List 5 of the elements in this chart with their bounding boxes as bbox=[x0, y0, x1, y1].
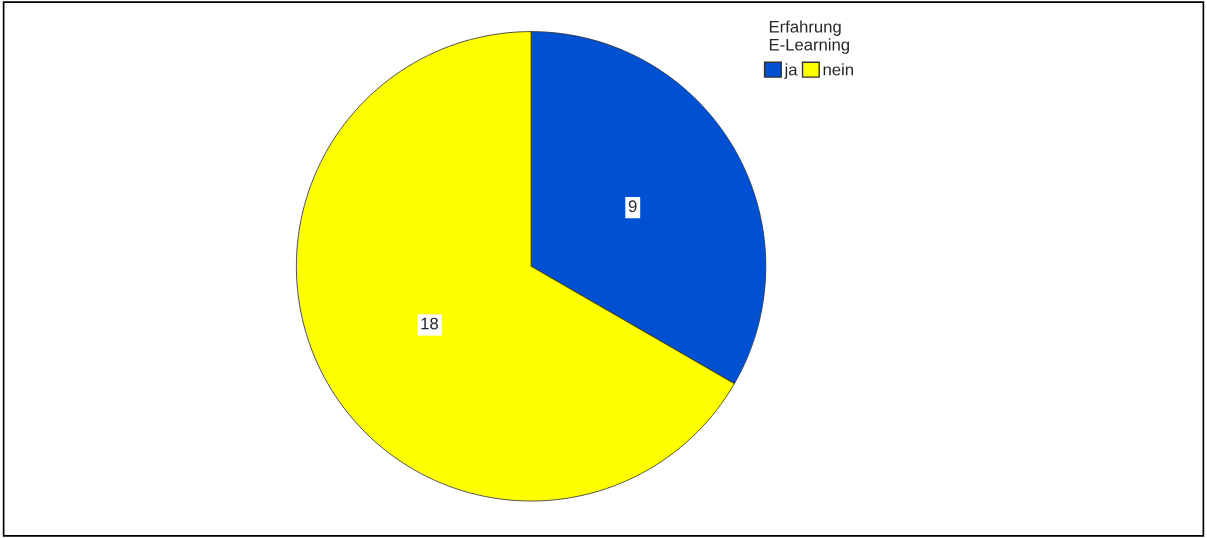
legend-label: ja bbox=[784, 63, 798, 79]
data-label: 18 bbox=[421, 317, 438, 330]
legend-title: Erfahrung E-Learning bbox=[769, 20, 849, 54]
legend-label: nein bbox=[823, 63, 853, 76]
data-label: 9 bbox=[628, 200, 637, 213]
